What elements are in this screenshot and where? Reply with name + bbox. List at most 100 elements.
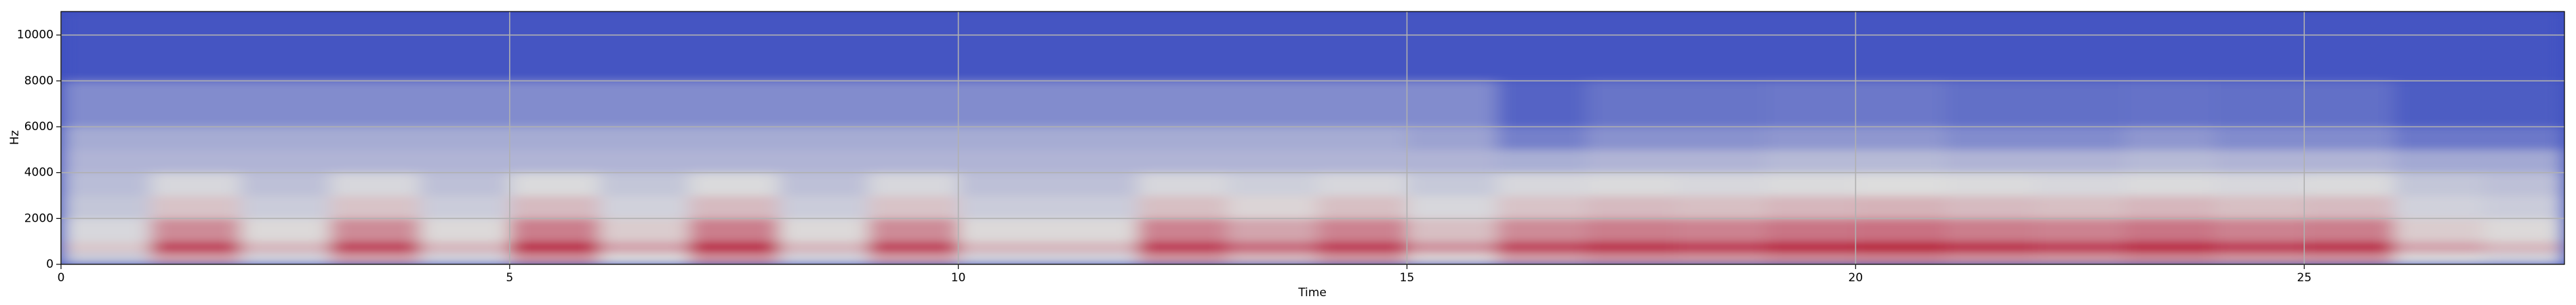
- heatmap-cell: [1317, 81, 1407, 127]
- heatmap-cell: [1407, 127, 1497, 150]
- heatmap-cell: [1048, 81, 1138, 127]
- heatmap-cell: [240, 241, 331, 253]
- heatmap-cell: [1855, 241, 1946, 253]
- heatmap-cell: [1765, 241, 1856, 253]
- heatmap-cell: [1586, 195, 1677, 219]
- heatmap-cell: [240, 172, 331, 197]
- heatmap-cell: [1317, 253, 1407, 264]
- heatmap-cell: [2394, 149, 2484, 174]
- heatmap-cell: [1138, 253, 1228, 264]
- heatmap-cell: [2035, 149, 2125, 174]
- heatmap-cell: [2125, 218, 2215, 242]
- heatmap-cell: [61, 172, 151, 197]
- heatmap-cell: [1586, 12, 1677, 81]
- heatmap-cell: [1227, 241, 1318, 253]
- heatmap-cell: [1407, 149, 1497, 174]
- heatmap-cell: [150, 218, 241, 242]
- heatmap-cell: [2214, 149, 2305, 174]
- heatmap-cell: [2483, 127, 2564, 150]
- heatmap-cell: [240, 218, 331, 242]
- heatmap-cell: [509, 12, 600, 81]
- heatmap-cell: [1765, 253, 1856, 264]
- heatmap-cell: [2304, 12, 2395, 81]
- x-tick-label: 0: [58, 271, 65, 285]
- heatmap-cell: [1855, 172, 1946, 197]
- heatmap-cell: [2214, 241, 2305, 253]
- heatmap-cell: [2214, 127, 2305, 150]
- heatmap-cell: [1317, 195, 1407, 219]
- heatmap-cell: [1586, 172, 1677, 197]
- heatmap-cell: [1138, 12, 1228, 81]
- heatmap-cell: [330, 218, 420, 242]
- heatmap-cell: [1496, 195, 1587, 219]
- heatmap-cell: [1765, 172, 1856, 197]
- heatmap-cell: [1048, 172, 1138, 197]
- heatmap-cell: [778, 149, 869, 174]
- heatmap-cell: [330, 149, 420, 174]
- heatmap-cell: [1945, 218, 2036, 242]
- heatmap-cell: [1945, 81, 2036, 127]
- heatmap-cell: [150, 12, 241, 81]
- heatmap-cell: [1227, 12, 1318, 81]
- heatmap-cell: [1496, 127, 1587, 150]
- heatmap-cell: [509, 149, 600, 174]
- heatmap-cell: [330, 253, 420, 264]
- heatmap-cell: [778, 195, 869, 219]
- y-tick-label: 8000: [24, 74, 54, 87]
- heatmap-cell: [1227, 218, 1318, 242]
- heatmap-cell: [958, 172, 1049, 197]
- heatmap-cell: [1676, 218, 1767, 242]
- heatmap-cell: [2304, 172, 2395, 197]
- heatmap-cell: [2483, 241, 2564, 253]
- heatmap-cell: [1586, 149, 1677, 174]
- heatmap-cell: [1496, 253, 1587, 264]
- heatmap-cell: [1138, 195, 1228, 219]
- heatmap-cell: [1496, 241, 1587, 253]
- heatmap-cell: [1317, 218, 1407, 242]
- heatmap-cell: [1407, 218, 1497, 242]
- heatmap-cell: [1138, 172, 1228, 197]
- heatmap-cell: [1317, 149, 1407, 174]
- heatmap-cell: [2394, 172, 2484, 197]
- heatmap-cell: [1317, 172, 1407, 197]
- heatmap-cell: [778, 81, 869, 127]
- heatmap-cell: [958, 241, 1049, 253]
- heatmap-cell: [1407, 195, 1497, 219]
- heatmap-cell: [1227, 127, 1318, 150]
- heatmap-cell: [1676, 172, 1767, 197]
- heatmap-cell: [2035, 12, 2125, 81]
- heatmap-cell: [1407, 12, 1497, 81]
- heatmap-cell: [61, 81, 151, 127]
- x-axis-label: Time: [1297, 286, 1327, 300]
- heatmap-cell: [778, 253, 869, 264]
- heatmap-cell: [1317, 241, 1407, 253]
- heatmap-cell: [1676, 253, 1767, 264]
- heatmap-cell: [868, 12, 959, 81]
- heatmap-cell: [599, 195, 690, 219]
- heatmap-cell: [150, 172, 241, 197]
- heatmap-cell: [1676, 12, 1767, 81]
- heatmap-cell: [1227, 81, 1318, 127]
- heatmap-cell: [1945, 127, 2036, 150]
- heatmap-cell: [2483, 218, 2564, 242]
- heatmap-cell: [2125, 81, 2215, 127]
- heatmap-cell: [2035, 172, 2125, 197]
- heatmap-cell: [1765, 149, 1856, 174]
- heatmap-cell: [150, 81, 241, 127]
- heatmap-cell: [330, 172, 420, 197]
- heatmap-cell: [778, 241, 869, 253]
- heatmap-cell: [599, 253, 690, 264]
- heatmap-cell: [1855, 81, 1946, 127]
- heatmap-cell: [2035, 253, 2125, 264]
- heatmap-cell: [2304, 218, 2395, 242]
- x-tick-label: 20: [1848, 271, 1863, 285]
- heatmap-cell: [1138, 241, 1228, 253]
- heatmap-cell: [2035, 218, 2125, 242]
- heatmap-cell: [61, 218, 151, 242]
- heatmap-cell: [2304, 253, 2395, 264]
- heatmap-cell: [599, 241, 690, 253]
- heatmap-cell: [2483, 12, 2564, 81]
- heatmap-cell: [2483, 172, 2564, 197]
- heatmap-cell: [61, 195, 151, 219]
- heatmap-cell: [2394, 81, 2484, 127]
